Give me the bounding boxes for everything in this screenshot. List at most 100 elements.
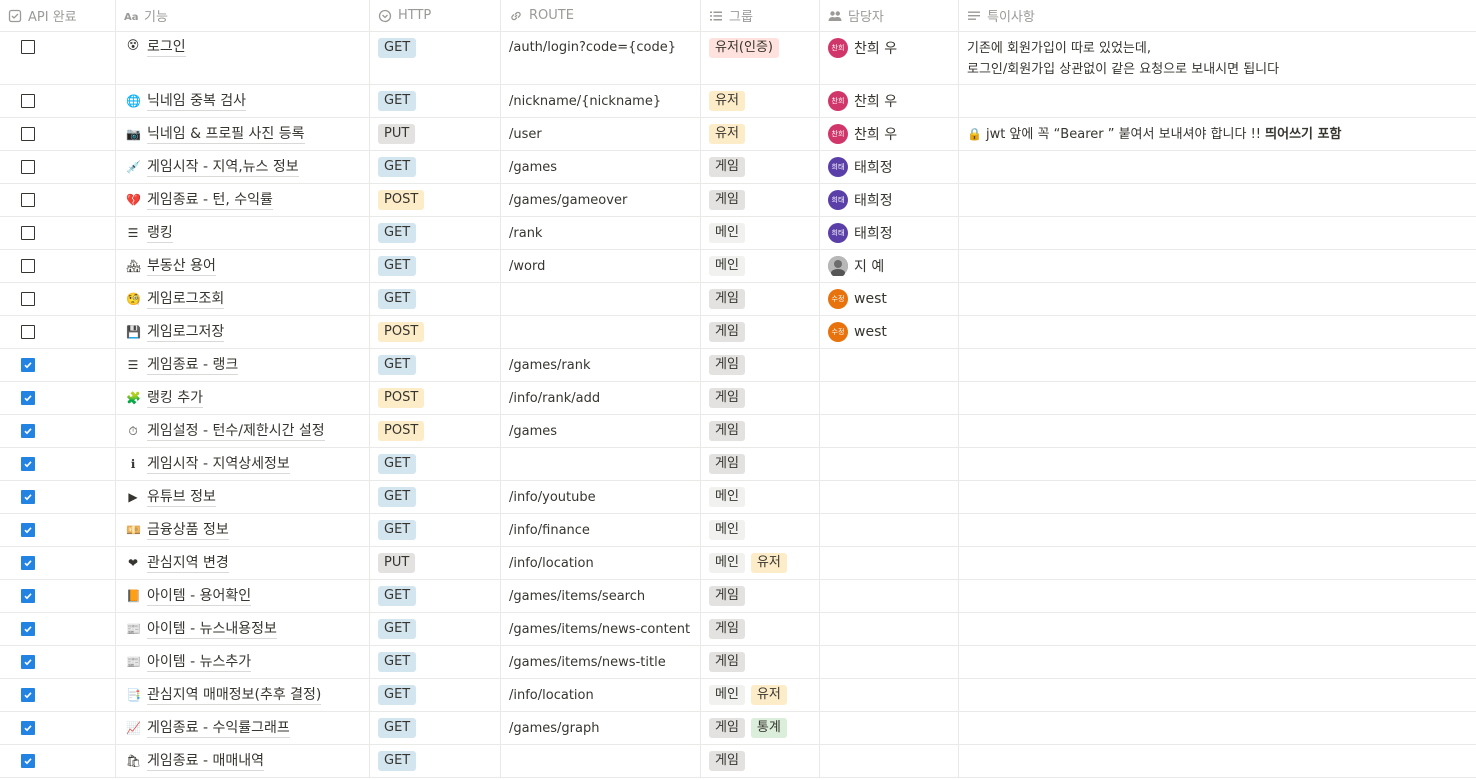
feature-name[interactable]: 랭킹 추가 xyxy=(147,389,203,408)
cell-group[interactable]: 게임 xyxy=(701,316,820,348)
cell-route[interactable]: /games/rank xyxy=(501,349,701,381)
cell-group[interactable]: 게임 xyxy=(701,448,820,480)
table-row[interactable]: 💾 게임로그저장 POST 게임 수정 west xyxy=(0,316,1476,349)
feature-name[interactable]: 게임종료 - 매매내역 xyxy=(147,752,264,771)
cell-feature[interactable]: 📈 게임종료 - 수익률그래프 xyxy=(116,712,370,744)
done-checkbox[interactable] xyxy=(21,40,35,54)
table-row[interactable]: 📰 아이템 - 뉴스추가 GET/games/items/news-title 게임 xyxy=(0,646,1476,679)
cell-note[interactable] xyxy=(959,349,1476,381)
cell-http[interactable]: GET xyxy=(370,217,501,249)
cell-feature[interactable]: 💉 게임시작 - 지역,뉴스 정보 xyxy=(116,151,370,183)
cell-note[interactable] xyxy=(959,679,1476,711)
cell-feature[interactable]: 🧐 게임로그조회 xyxy=(116,283,370,315)
cell-note[interactable] xyxy=(959,382,1476,414)
cell-route[interactable]: /word xyxy=(501,250,701,282)
cell-http[interactable]: POST xyxy=(370,184,501,216)
cell-http[interactable]: POST xyxy=(370,415,501,447)
group-tag[interactable]: 게임 xyxy=(709,619,745,639)
cell-assignee[interactable] xyxy=(820,415,959,447)
cell-feature[interactable]: 📙 아이템 - 용어확인 xyxy=(116,580,370,612)
cell-feature[interactable]: 🏘 부동산 용어 xyxy=(116,250,370,282)
table-row[interactable]: 🧩 랭킹 추가 POST/info/rank/add 게임 xyxy=(0,382,1476,415)
column-header-5[interactable]: 담당자 xyxy=(820,0,959,31)
cell-note[interactable] xyxy=(959,745,1476,777)
column-header-3[interactable]: ROUTE xyxy=(501,0,701,31)
cell-assignee[interactable]: 희태 태희정 xyxy=(820,151,959,183)
cell-group[interactable]: 유저 xyxy=(701,85,820,117)
column-header-1[interactable]: Aa 기능 xyxy=(116,0,370,31)
table-row[interactable]: ☰ 랭킹 GET/rank 메인 희태 태희정 xyxy=(0,217,1476,250)
cell-route[interactable]: /games/graph xyxy=(501,712,701,744)
column-header-0[interactable]: API 완료 xyxy=(0,0,116,31)
feature-name[interactable]: 아이템 - 뉴스내용정보 xyxy=(147,620,277,639)
group-tag[interactable]: 유저 xyxy=(709,91,745,111)
cell-route[interactable]: /rank xyxy=(501,217,701,249)
group-tag[interactable]: 게임 xyxy=(709,355,745,375)
cell-group[interactable]: 게임 xyxy=(701,184,820,216)
feature-name[interactable]: 게임종료 - 수익률그래프 xyxy=(147,719,290,738)
cell-route[interactable] xyxy=(501,316,701,348)
cell-route[interactable] xyxy=(501,283,701,315)
table-row[interactable]: 📑 관심지역 매매정보(추후 결정) GET/info/location 메인 유저 xyxy=(0,679,1476,712)
group-tag[interactable]: 게임 xyxy=(709,586,745,606)
cell-route[interactable]: /user xyxy=(501,118,701,150)
cell-note[interactable] xyxy=(959,646,1476,678)
group-tag[interactable]: 게임 xyxy=(709,751,745,771)
cell-assignee[interactable]: 지 예 xyxy=(820,250,959,282)
table-row[interactable]: ℹ 게임시작 - 지역상세정보 GET 게임 xyxy=(0,448,1476,481)
cell-group[interactable]: 게임 xyxy=(701,745,820,777)
done-checkbox[interactable] xyxy=(21,721,35,735)
cell-note[interactable] xyxy=(959,712,1476,744)
cell-http[interactable]: GET xyxy=(370,712,501,744)
feature-name[interactable]: 게임시작 - 지역,뉴스 정보 xyxy=(147,158,299,177)
done-checkbox[interactable] xyxy=(21,490,35,504)
feature-name[interactable]: 닉네임 & 프로필 사진 등록 xyxy=(147,125,305,144)
cell-group[interactable]: 게임 xyxy=(701,415,820,447)
done-checkbox[interactable] xyxy=(21,127,35,141)
cell-assignee[interactable] xyxy=(820,349,959,381)
cell-http[interactable]: PUT xyxy=(370,118,501,150)
group-tag[interactable]: 게임 xyxy=(709,322,745,342)
cell-assignee[interactable]: 희태 태희정 xyxy=(820,184,959,216)
cell-note[interactable] xyxy=(959,184,1476,216)
cell-note[interactable] xyxy=(959,250,1476,282)
cell-group[interactable]: 유저(인증) xyxy=(701,32,820,84)
cell-assignee[interactable]: 찬희 찬희 우 xyxy=(820,32,959,84)
column-header-6[interactable]: 특이사항 xyxy=(959,0,1476,31)
done-checkbox[interactable] xyxy=(21,391,35,405)
column-header-4[interactable]: 그룹 xyxy=(701,0,820,31)
cell-feature[interactable]: ☰ 랭킹 xyxy=(116,217,370,249)
done-checkbox[interactable] xyxy=(21,457,35,471)
cell-assignee[interactable] xyxy=(820,646,959,678)
cell-http[interactable]: POST xyxy=(370,382,501,414)
assignee[interactable]: 희태 태희정 xyxy=(828,190,893,210)
cell-feature[interactable]: 📷 닉네임 & 프로필 사진 등록 xyxy=(116,118,370,150)
cell-feature[interactable]: ❤ 관심지역 변경 xyxy=(116,547,370,579)
cell-note[interactable] xyxy=(959,217,1476,249)
cell-group[interactable]: 메인 유저 xyxy=(701,679,820,711)
done-checkbox[interactable] xyxy=(21,622,35,636)
cell-assignee[interactable] xyxy=(820,712,959,744)
cell-http[interactable]: GET xyxy=(370,283,501,315)
cell-note[interactable] xyxy=(959,85,1476,117)
cell-http[interactable]: GET xyxy=(370,646,501,678)
group-tag[interactable]: 메인 xyxy=(709,685,745,705)
group-tag[interactable]: 메인 xyxy=(709,256,745,276)
done-checkbox[interactable] xyxy=(21,226,35,240)
cell-route[interactable]: /games xyxy=(501,151,701,183)
table-row[interactable]: ☰ 게임종료 - 랭크 GET/games/rank 게임 xyxy=(0,349,1476,382)
done-checkbox[interactable] xyxy=(21,556,35,570)
cell-http[interactable]: GET xyxy=(370,250,501,282)
done-checkbox[interactable] xyxy=(21,754,35,768)
cell-feature[interactable]: 📰 아이템 - 뉴스내용정보 xyxy=(116,613,370,645)
table-row[interactable]: 😵 로그인 GET/auth/login?code={code} 유저(인증) 찬희 찬희… xyxy=(0,32,1476,85)
cell-assignee[interactable] xyxy=(820,514,959,546)
cell-assignee[interactable]: 수정 west xyxy=(820,283,959,315)
cell-note[interactable]: 🔒 jwt 앞에 꼭 “Bearer ” 붙여서 보내셔야 합니다 !! 띄어쓰기… xyxy=(959,118,1476,150)
cell-http[interactable]: GET xyxy=(370,85,501,117)
table-row[interactable]: ❤ 관심지역 변경 PUT/info/location 메인 유저 xyxy=(0,547,1476,580)
group-tag[interactable]: 유저 xyxy=(709,124,745,144)
group-tag[interactable]: 게임 xyxy=(709,388,745,408)
cell-assignee[interactable]: 찬희 찬희 우 xyxy=(820,118,959,150)
cell-assignee[interactable]: 찬희 찬희 우 xyxy=(820,85,959,117)
